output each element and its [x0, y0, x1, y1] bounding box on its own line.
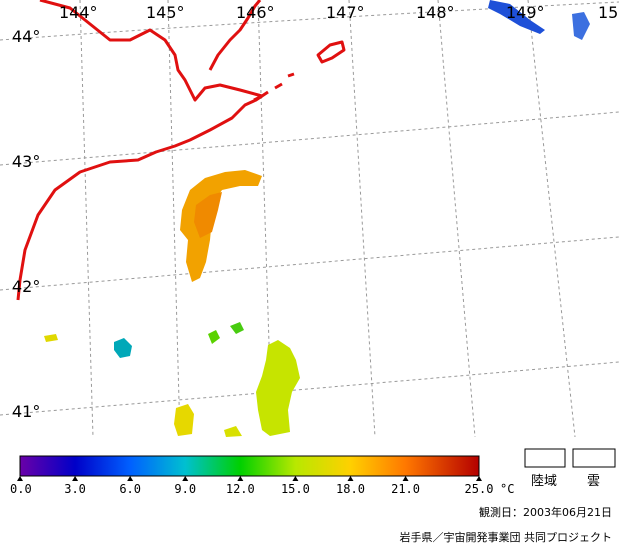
coastline — [16, 0, 346, 301]
hokkaido-east-coast — [39, 0, 263, 102]
colorbar-tick-mark — [402, 476, 409, 481]
colorbar-tick-label: 18.0 — [336, 482, 365, 496]
parallel-lines — [0, 1, 619, 416]
meridian-148 — [437, 0, 476, 438]
sst-patch-orange-core — [194, 192, 222, 238]
colorbar — [19, 455, 480, 477]
islet-3 — [287, 72, 295, 78]
colorbar-unit: °C — [500, 482, 514, 496]
islet-2 — [274, 82, 283, 90]
colorbar-ticks: 0.0 3.0 6.0 9.0 12.0 15.0 18.0 21.0 25.0 — [10, 476, 493, 496]
parallel-43 — [0, 111, 619, 166]
observation-date: 観測日：2003年06月21日 — [479, 505, 612, 519]
land-legend-label: 陸域 — [531, 473, 557, 489]
colorbar-tick-label: 15.0 — [281, 482, 310, 496]
colorbar-tick-mark — [237, 476, 244, 481]
sst-patch-green-2 — [230, 322, 244, 334]
sst-patch-blue-ne — [488, 0, 545, 34]
lon-label-147: 147° — [326, 3, 365, 22]
lon-label-146: 146° — [236, 3, 275, 22]
sst-patch-yellow — [174, 404, 194, 436]
colorbar-tick-label: 12.0 — [226, 482, 255, 496]
lon-label-149: 149° — [506, 3, 545, 22]
sst-patch-yellow-green — [256, 340, 300, 436]
sst-patch-cyan — [114, 338, 132, 358]
sst-patch-bottom-yellow — [224, 426, 242, 437]
lon-label-145: 145° — [146, 3, 185, 22]
longitude-labels: 144° 145° 146° 147° 148° 149° 15 — [59, 3, 618, 22]
colorbar-tick-mark — [127, 476, 134, 481]
colorbar-tick-label: 0.0 — [10, 482, 32, 496]
lat-label-43: 43° — [12, 152, 40, 171]
etorofu-coast — [316, 40, 346, 64]
colorbar-tick-label: 3.0 — [64, 482, 86, 496]
meridian-lines — [79, 0, 576, 438]
colorbar-tick-label: 6.0 — [119, 482, 141, 496]
meridian-144 — [79, 0, 94, 438]
colorbar-tick-label: 9.0 — [174, 482, 196, 496]
lon-label-150: 15 — [598, 3, 618, 22]
meridian-145 — [167, 0, 181, 438]
parallel-42 — [0, 236, 619, 291]
sst-patch-green — [208, 330, 220, 344]
lat-label-41: 41° — [12, 402, 40, 421]
lat-label-42: 42° — [12, 277, 40, 296]
colorbar-tick-mark — [72, 476, 79, 481]
colorbar-tick-mark — [476, 476, 482, 481]
colorbar-tick-mark — [182, 476, 189, 481]
parallel-41 — [0, 361, 619, 416]
colorbar-tick-label: 25.0 — [465, 482, 494, 496]
parallel-44 — [0, 1, 619, 41]
colorbar-tick-label: 21.0 — [391, 482, 420, 496]
sst-patch-orange — [180, 170, 262, 282]
kunashiri-coast — [208, 0, 262, 71]
sst-patch-small-yellow — [44, 334, 58, 342]
lat-label-44: 44° — [12, 27, 40, 46]
credit-text: 岩手県／宇宙開発事業団 共同プロジェクト — [400, 530, 613, 544]
land-legend-swatch — [524, 448, 566, 468]
hokkaido-coast — [16, 94, 263, 301]
cloud-legend-swatch — [572, 448, 616, 468]
lon-label-144: 144° — [59, 3, 98, 22]
lon-label-148: 148° — [416, 3, 455, 22]
meridian-149 — [527, 0, 576, 438]
meridian-147 — [348, 0, 376, 438]
colorbar-tick-mark — [17, 476, 23, 481]
sst-patches — [44, 0, 590, 437]
islet-1 — [253, 90, 269, 102]
sst-patch-blue-ne-2 — [572, 12, 590, 40]
latitude-labels: 44° 43° 42° 41° — [12, 27, 40, 421]
colorbar-tick-mark — [347, 476, 354, 481]
colorbar-tick-mark — [292, 476, 299, 481]
cloud-legend-label: 雲 — [587, 474, 600, 489]
meridian-146 — [257, 0, 273, 438]
